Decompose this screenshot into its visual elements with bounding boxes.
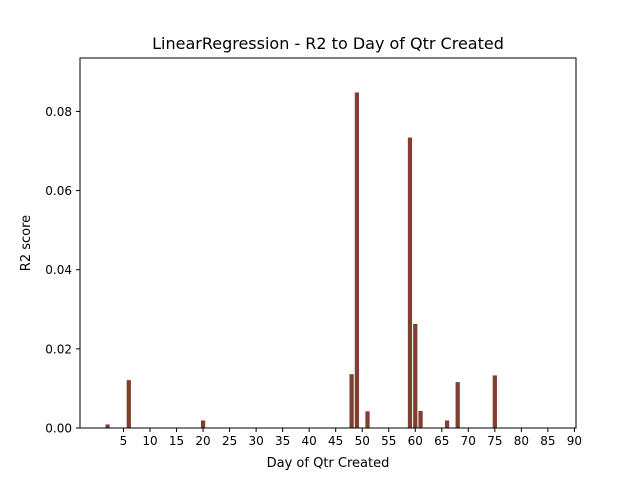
x-tick-label: 30 bbox=[248, 434, 263, 448]
x-tick-label: 25 bbox=[222, 434, 237, 448]
x-tick-label: 55 bbox=[381, 434, 396, 448]
x-tick-label: 90 bbox=[567, 434, 582, 448]
x-tick-label: 35 bbox=[275, 434, 290, 448]
x-tick-label: 75 bbox=[487, 434, 502, 448]
bar-day-75 bbox=[492, 375, 497, 428]
bar-day-51 bbox=[365, 411, 370, 428]
x-tick-label: 15 bbox=[169, 434, 184, 448]
x-tick-label: 80 bbox=[514, 434, 529, 448]
bar-day-49 bbox=[354, 92, 360, 429]
x-tick-label: 10 bbox=[142, 434, 157, 448]
y-tick-label: 0.04 bbox=[45, 263, 72, 277]
x-tick-label: 65 bbox=[434, 434, 449, 448]
x-ticks-group: 5 10 15 20 25 30 35 40 45 50 55 60 65 70 75 80 85 90 bbox=[120, 428, 582, 448]
x-tick-label: 40 bbox=[302, 434, 317, 448]
bar-day-68 bbox=[455, 382, 460, 428]
bar-day-66 bbox=[444, 420, 450, 428]
plot-frame bbox=[79, 57, 577, 429]
y-axis-label: R2 score bbox=[19, 215, 34, 271]
y-ticks-group: 0.00 0.02 0.04 0.06 0.08 bbox=[45, 105, 80, 436]
x-axis-label: Day of Qtr Created bbox=[267, 456, 390, 471]
bar-day-2 bbox=[105, 424, 110, 428]
bar-day-20 bbox=[200, 420, 206, 428]
x-tick-label: 5 bbox=[120, 434, 128, 448]
x-tick-label: 45 bbox=[328, 434, 343, 448]
x-tick-label: 70 bbox=[461, 434, 476, 448]
bar-day-60 bbox=[413, 323, 418, 428]
bar-day-6 bbox=[126, 380, 131, 428]
y-tick-label: 0.08 bbox=[45, 105, 72, 119]
bar-day-59 bbox=[407, 137, 413, 429]
x-tick-label: 20 bbox=[195, 434, 210, 448]
x-tick-label: 50 bbox=[355, 434, 370, 448]
x-tick-label: 85 bbox=[540, 434, 555, 448]
y-tick-label: 0.00 bbox=[45, 422, 72, 436]
bar-day-48 bbox=[349, 374, 354, 428]
bars-group bbox=[105, 92, 497, 429]
y-tick-label: 0.02 bbox=[45, 342, 72, 356]
y-tick-label: 0.06 bbox=[45, 184, 72, 198]
bar-day-61 bbox=[418, 410, 423, 428]
chart-title: LinearRegression - R2 to Day of Qtr Crea… bbox=[152, 34, 504, 53]
x-tick-label: 60 bbox=[408, 434, 423, 448]
